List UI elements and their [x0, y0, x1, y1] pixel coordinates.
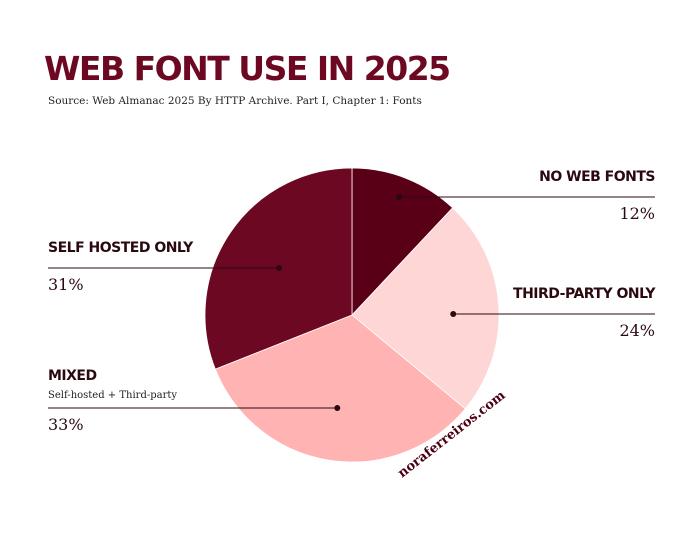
slice-note: Self-hosted + Third-party: [48, 390, 177, 401]
value-label: 33%: [48, 415, 84, 434]
leader-dot: [396, 194, 403, 200]
value-label: 12%: [619, 204, 655, 223]
slice-label: NO WEB FONTS: [539, 169, 655, 185]
slice-label: THIRD-PARTY ONLY: [513, 286, 656, 302]
leader-dot: [276, 265, 283, 271]
pie-slice: [214, 314, 466, 463]
slice-label: MIXED: [48, 368, 97, 384]
slice-label: SELF HOSTED ONLY: [48, 240, 194, 256]
chart-title: WEB FONT USE IN 2025: [44, 49, 450, 88]
value-label: 24%: [619, 321, 655, 340]
chart-subtitle: Source: Web Almanac 2025 By HTTP Archive…: [48, 95, 422, 107]
leader-dot: [450, 311, 457, 317]
pie-slice: [351, 207, 500, 410]
leader-dot: [334, 405, 341, 411]
pie-slice: [351, 167, 454, 317]
value-label: 31%: [48, 275, 84, 294]
